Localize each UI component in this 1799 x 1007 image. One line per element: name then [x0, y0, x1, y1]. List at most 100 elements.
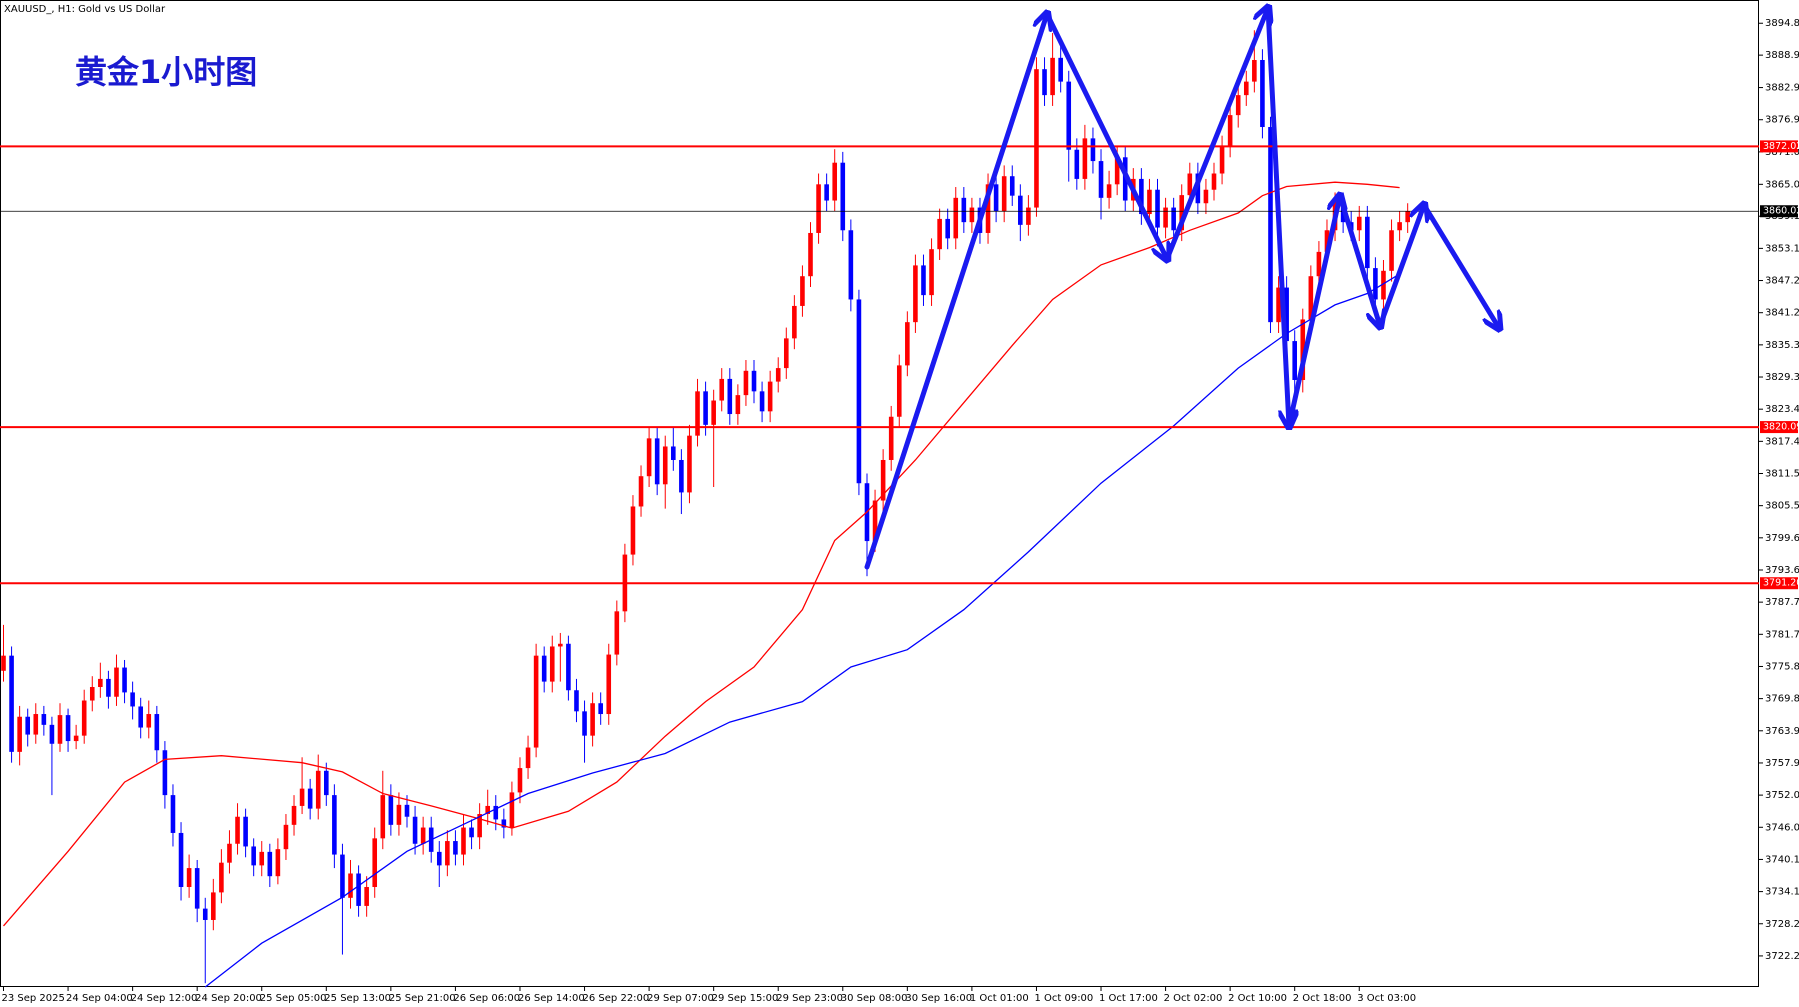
candle-body [1252, 59, 1257, 82]
candle-body [1, 655, 6, 671]
candle-body [211, 892, 216, 920]
candle-body [243, 816, 248, 847]
candle-body [662, 446, 668, 485]
y-tick-label: 3781.75 [1765, 629, 1799, 640]
candle-body [477, 814, 482, 838]
candle-body [541, 655, 547, 682]
candle-body [461, 827, 466, 855]
candle-body [1058, 57, 1063, 82]
x-tick-label: 24 Sep 12:00 [131, 993, 198, 1004]
candle-body [17, 716, 22, 752]
candle-body [89, 687, 95, 701]
y-tick-label: 3823.40 [1765, 404, 1799, 415]
y-tick-label: 3882.90 [1765, 83, 1799, 94]
y-tick-label: 3888.90 [1765, 50, 1799, 61]
y-tick-label: 3876.95 [1765, 115, 1799, 126]
candle-body [1139, 178, 1144, 215]
candle-body [832, 162, 838, 201]
y-tick-label: 3847.20 [1765, 276, 1799, 287]
candle-body [1042, 69, 1047, 96]
candle-body [727, 378, 733, 415]
x-tick-label: 30 Sep 08:00 [841, 993, 908, 1004]
y-tick-label: 3811.50 [1765, 469, 1799, 480]
candle-body [307, 788, 313, 809]
candle-body [41, 714, 47, 725]
x-tick-label: 25 Sep 05:00 [260, 993, 327, 1004]
candle-body [1284, 287, 1289, 342]
candle-body [808, 232, 813, 277]
candle-body [65, 715, 71, 742]
candle-body [1114, 157, 1120, 185]
candle-body [703, 391, 708, 425]
y-tick-label: 3894.80 [1765, 18, 1799, 29]
x-tick-label: 29 Sep 23:00 [776, 993, 843, 1004]
candle-body [485, 805, 490, 815]
candle-body [1405, 211, 1410, 223]
candle-body [33, 714, 39, 735]
candle-body [1260, 59, 1265, 128]
arrow [1044, 11, 1167, 259]
candle-body [1219, 146, 1225, 174]
price-level-label: 3860.02 [1763, 206, 1799, 217]
candle-body [654, 438, 660, 485]
arrow [1377, 205, 1424, 329]
candle-body [1050, 57, 1055, 96]
candle-body [146, 714, 152, 728]
candle-body [646, 438, 652, 477]
y-tick-label: 3853.15 [1765, 243, 1799, 254]
candle-body [719, 378, 725, 401]
candle-body [340, 854, 345, 898]
plot-frame [0, 0, 1759, 987]
price-level-box [1760, 577, 1798, 590]
candle-body [775, 368, 781, 382]
candle-body [1356, 216, 1362, 231]
x-tick-label: 29 Sep 15:00 [712, 993, 779, 1004]
levels: 3872.02 3820.09 3791.20 3860.02 [0, 140, 1799, 590]
candle-body [81, 700, 87, 736]
candle-body [533, 655, 539, 748]
candle-body [671, 446, 676, 460]
candle-body [170, 795, 176, 833]
candle-body [1155, 189, 1160, 228]
candle-body [1389, 230, 1394, 271]
candle-body [961, 197, 967, 223]
candle-body [130, 692, 135, 707]
candle-body [1300, 319, 1306, 380]
candle-body [251, 846, 256, 866]
candle-body [1308, 276, 1314, 320]
x-tick-label: 2 Oct 18:00 [1293, 993, 1352, 1004]
candle-body [364, 887, 369, 906]
candle-body [630, 506, 636, 555]
candle-body [549, 646, 555, 682]
price-level-label: 3791.20 [1763, 578, 1799, 589]
y-tick-label: 3734.15 [1765, 887, 1799, 898]
candle-body [1066, 81, 1072, 150]
candle-body [1187, 173, 1193, 196]
x-tick-label: 23 Sep 2025 [2, 993, 65, 1004]
candle-body [969, 207, 975, 223]
y-tick-label: 3865.00 [1765, 179, 1799, 190]
candle-body [1203, 189, 1209, 204]
candle-body [9, 655, 14, 752]
candle-body [566, 643, 571, 691]
candle-body [840, 162, 846, 231]
y-tick-label: 3752.00 [1765, 790, 1799, 801]
candle-body [73, 735, 79, 742]
y-tick-label: 3775.80 [1765, 661, 1799, 672]
candle-body [372, 838, 378, 888]
candle-body [517, 768, 523, 793]
y-tick-label: 3841.25 [1765, 308, 1799, 319]
candle-body [1276, 287, 1281, 323]
y-tick-label: 3835.30 [1765, 340, 1799, 351]
candle-body [767, 381, 773, 412]
candle-body [1147, 189, 1152, 215]
y-tick-label: 3740.10 [1765, 854, 1799, 865]
candle-body [913, 265, 918, 323]
candle-body [759, 391, 765, 412]
candle-body [905, 322, 910, 366]
x-tick-label: 26 Sep 22:00 [583, 993, 650, 1004]
x-tick-label: 24 Sep 20:00 [195, 993, 262, 1004]
candle-body [1381, 270, 1386, 300]
price-level-box [1760, 140, 1798, 153]
